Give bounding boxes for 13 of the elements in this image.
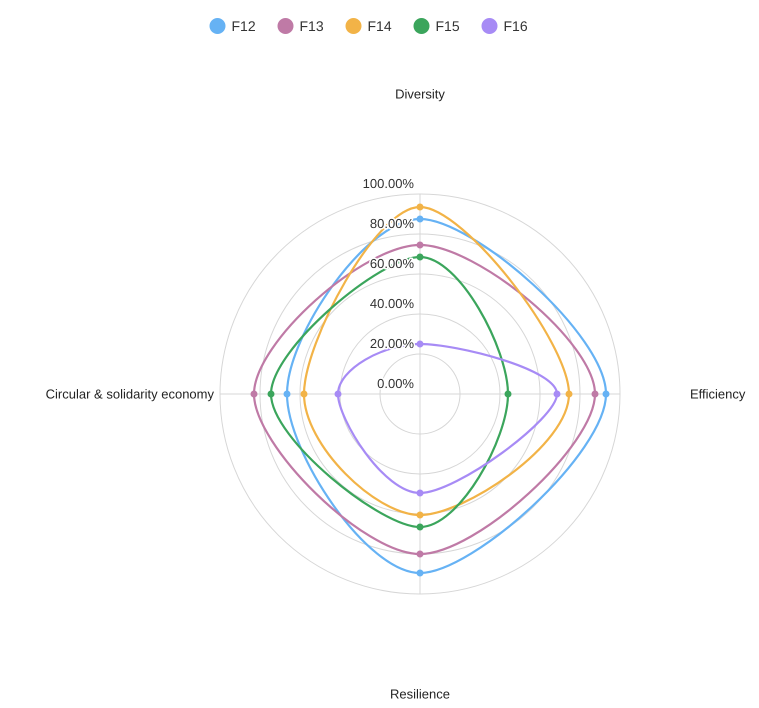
- y-tick-label: 100.00%: [362, 176, 414, 191]
- legend-label: F13: [300, 18, 324, 34]
- legend-label: F14: [368, 18, 392, 34]
- spoke-label: Resilience: [390, 686, 450, 702]
- legend-label: F15: [436, 18, 460, 34]
- legend-label: F16: [504, 18, 528, 34]
- spoke-label: Efficiency: [690, 386, 746, 402]
- spoke-label: Circular & solidarity economy: [46, 386, 214, 402]
- y-tick-label: 40.00%: [370, 296, 414, 311]
- y-tick-label: 0.00%: [377, 376, 414, 391]
- legend-label: F12: [232, 18, 256, 34]
- y-tick-label: 20.00%: [370, 336, 414, 351]
- spoke-label: Diversity: [395, 86, 446, 102]
